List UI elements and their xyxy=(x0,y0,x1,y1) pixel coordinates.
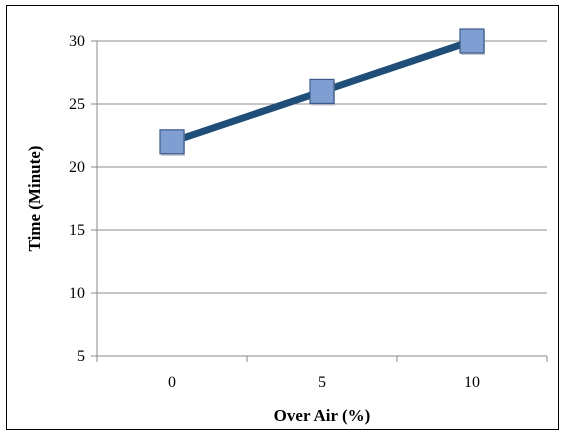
chart-frame xyxy=(6,5,559,430)
x-tick-label: 5 xyxy=(318,374,326,391)
x-tick-label: 0 xyxy=(168,374,176,391)
y-axis-title: Time (Minute) xyxy=(25,146,44,252)
data-point-marker xyxy=(309,78,335,105)
x-tick-labels: 0 5 10 xyxy=(96,356,548,391)
y-tick-label: 15 xyxy=(69,222,85,239)
y-tick-label: 30 xyxy=(69,33,85,50)
x-axis-title: Over Air (%) xyxy=(274,406,371,425)
data-point-marker xyxy=(459,28,485,54)
y-tick-label: 10 xyxy=(69,285,85,302)
y-tick-label: 25 xyxy=(69,96,85,113)
series-group xyxy=(159,28,485,156)
y-tick-label: 20 xyxy=(69,159,85,176)
x-tick-label: 10 xyxy=(464,374,480,391)
y-tick-label: 5 xyxy=(77,348,85,365)
y-tick-labels: 5 10 15 20 25 30 xyxy=(69,33,97,365)
data-point-marker xyxy=(159,129,185,155)
